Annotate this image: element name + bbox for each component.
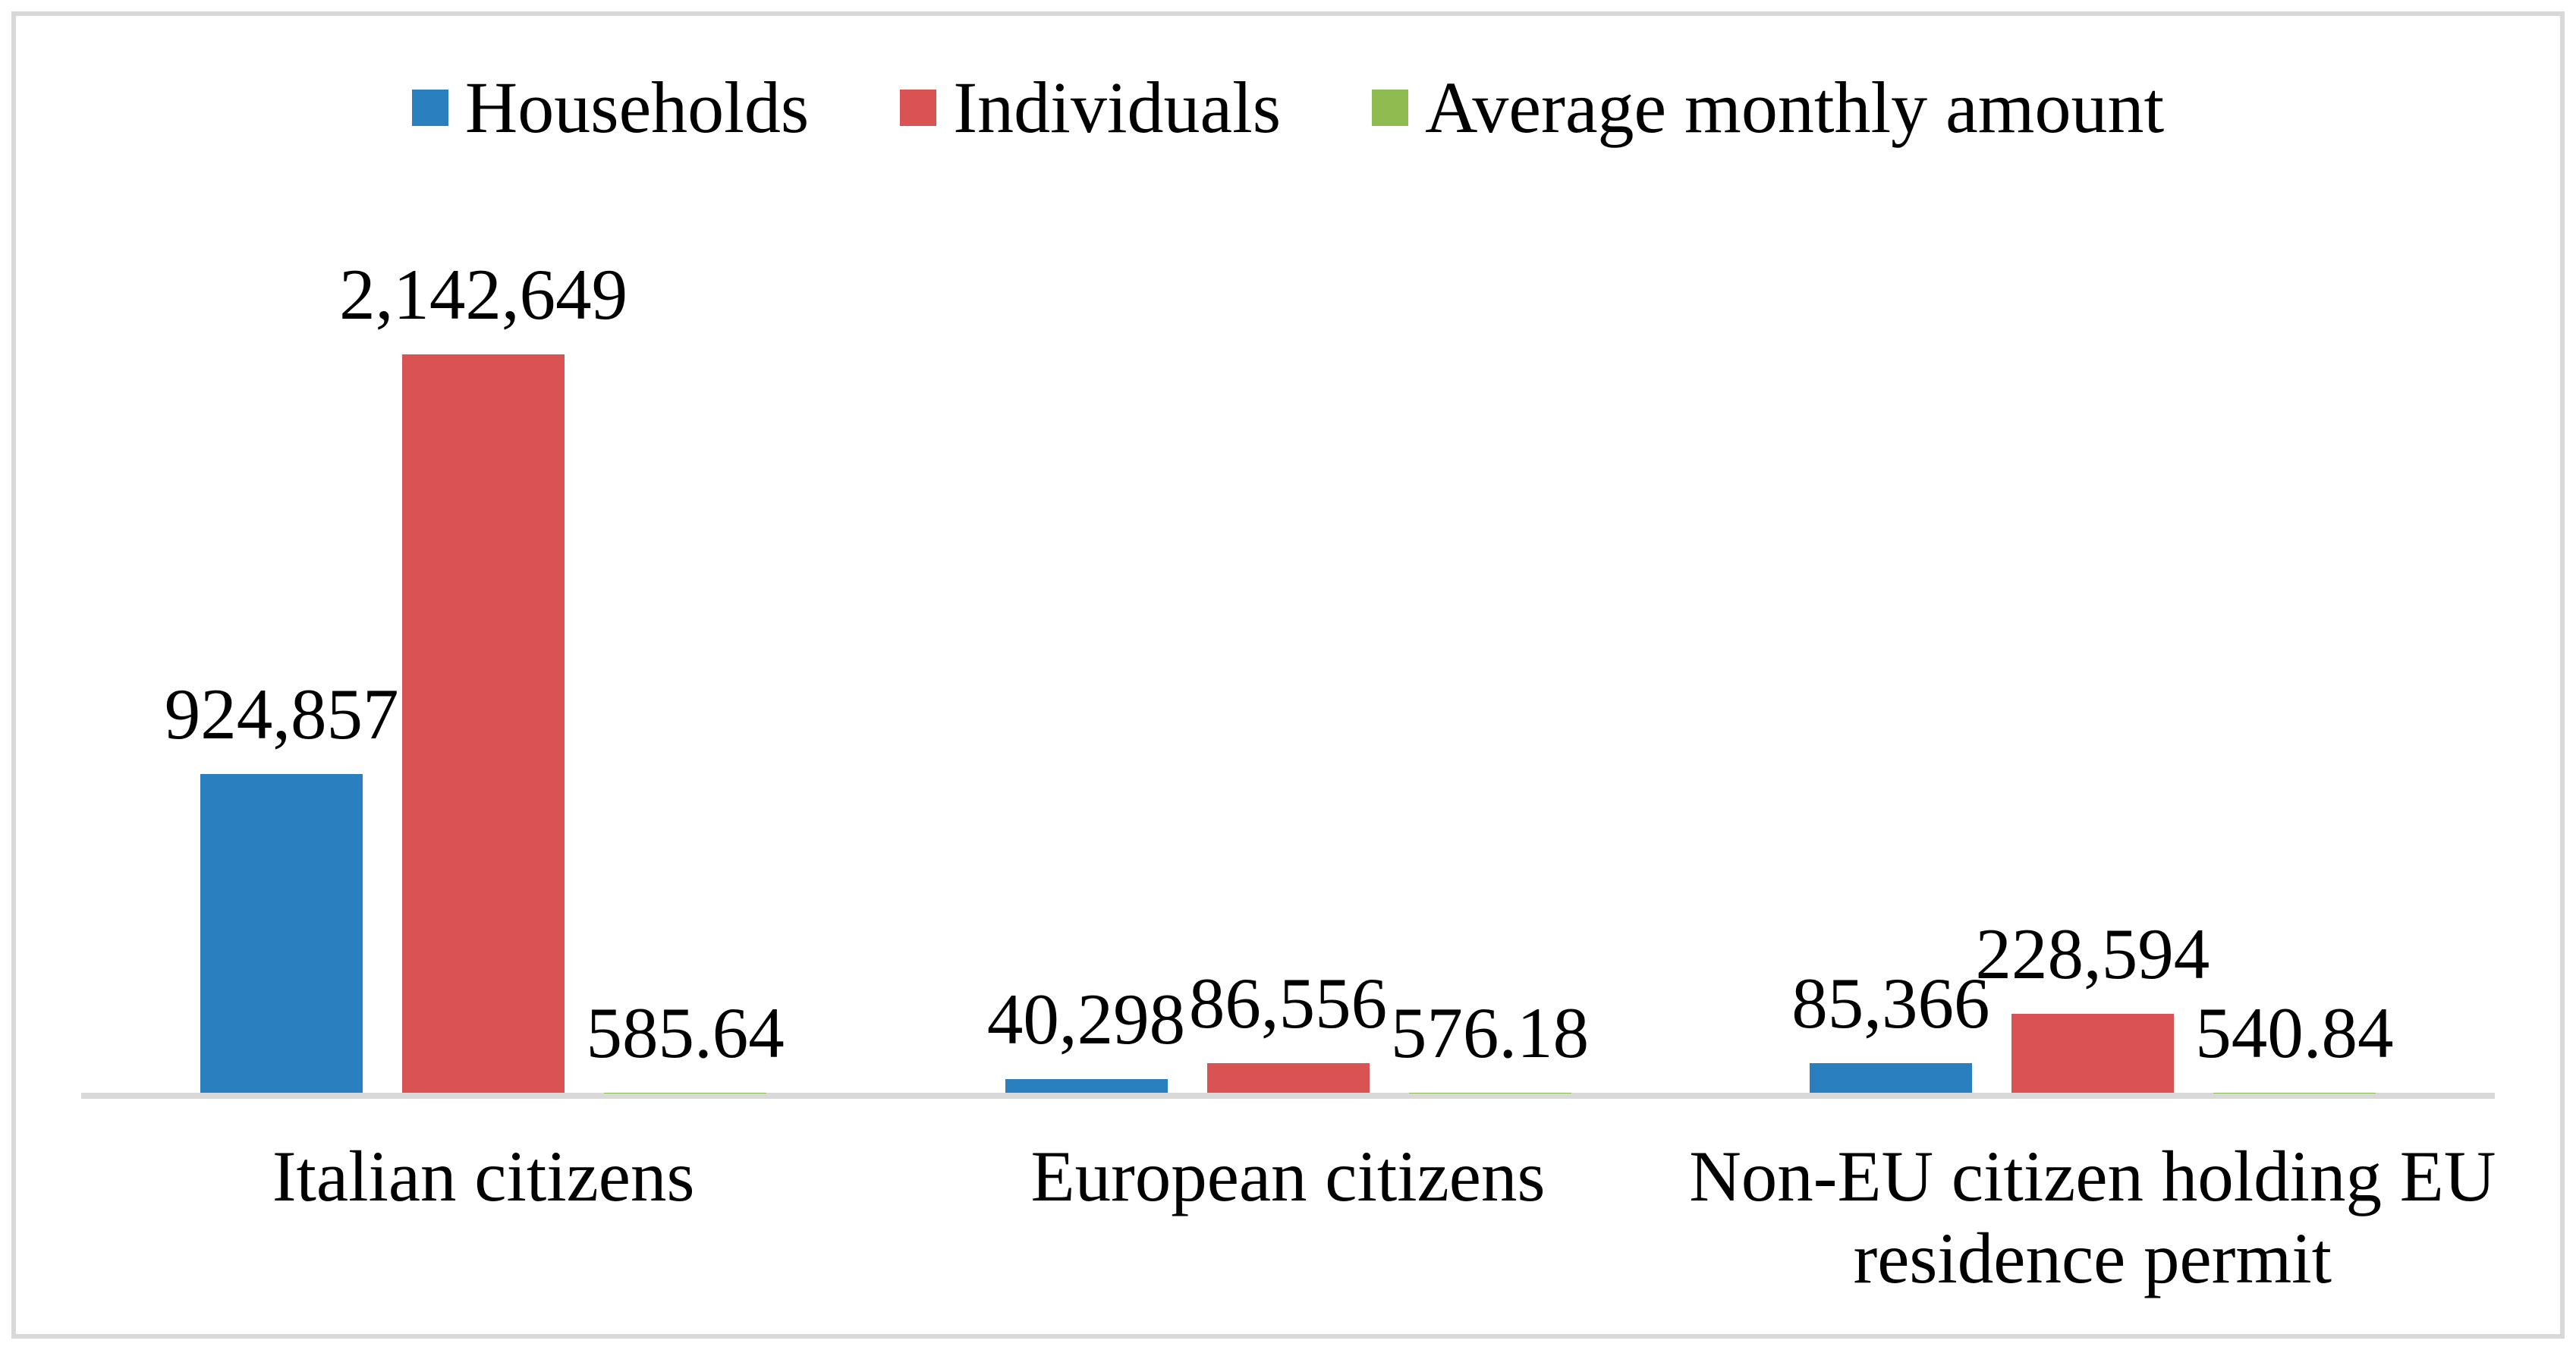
data-label: 40,298 (986, 978, 1186, 1059)
legend-item: Individuals (900, 67, 1281, 149)
data-label: 585.64 (586, 992, 785, 1073)
legend-label: Average monthly amount (1425, 67, 2165, 148)
bar-individuals (1206, 1062, 1370, 1093)
bar-individuals (2011, 1014, 2174, 1093)
data-label: 228,594 (1975, 914, 2210, 995)
legend-swatch-icon (1372, 89, 1409, 126)
legend-label: Individuals (953, 67, 1282, 148)
data-label: 924,857 (164, 674, 399, 755)
legend-label: Households (464, 67, 810, 148)
data-label: 86,556 (1188, 962, 1388, 1043)
data-label: 576.18 (1390, 993, 1590, 1073)
bar-individuals (402, 354, 565, 1093)
bar-households (1005, 1078, 1168, 1093)
legend-swatch-icon (900, 89, 937, 126)
legend: Households Individuals Average monthly amo… (0, 67, 2576, 149)
legend-item: Households (411, 67, 810, 149)
legend-swatch-icon (411, 89, 448, 126)
legend-item: Average monthly amount (1372, 67, 2164, 149)
category-label: Non-EU citizen holding EU residence perm… (1689, 1136, 2496, 1299)
data-label: 2,142,649 (339, 254, 628, 335)
bar-households (1809, 1063, 1972, 1093)
data-label: 85,366 (1791, 963, 1990, 1044)
data-label: 540.84 (2195, 993, 2394, 1074)
category-label: Italian citizens (272, 1136, 695, 1216)
bar-households (200, 774, 363, 1093)
x-axis-line (81, 1093, 2495, 1099)
category-label: European citizens (1030, 1136, 1546, 1216)
